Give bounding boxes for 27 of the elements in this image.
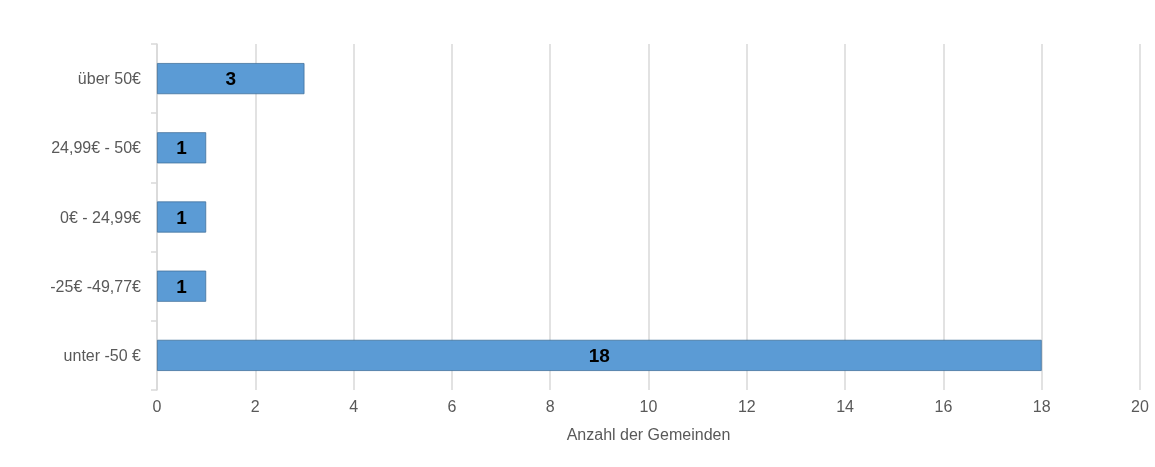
data-label: 18 [588,344,610,366]
y-tick-label: -25€ -49,77€ [50,277,142,295]
x-tick-label: 16 [934,397,953,415]
bar [157,270,207,302]
data-label: 1 [176,137,188,159]
data-label: 1 [176,275,188,297]
x-tick-label: 6 [447,397,457,415]
data-label: 3 [225,68,237,90]
bar [157,201,207,233]
x-tick-label: 20 [1131,397,1149,415]
y-tick-label: unter -50 € [63,346,142,364]
data-label: 1 [176,206,188,228]
x-tick-label: 12 [737,397,756,415]
bar [157,132,207,164]
x-tick-label: 10 [639,397,658,415]
bar [157,339,1042,371]
x-axis-title: Anzahl der Gemeinden [566,425,731,443]
bar [157,63,305,95]
x-tick-label: 8 [545,397,555,415]
x-tick-label: 0 [152,397,162,415]
y-tick-label: 0€ - 24,99€ [60,208,142,226]
x-tick-label: 18 [1032,397,1051,415]
x-tick-label: 4 [349,397,359,415]
x-tick-label: 2 [250,397,260,415]
y-tick-label: 24,99€ - 50€ [51,139,142,157]
x-tick-label: 14 [836,397,855,415]
y-tick-label: über 50€ [77,70,142,88]
